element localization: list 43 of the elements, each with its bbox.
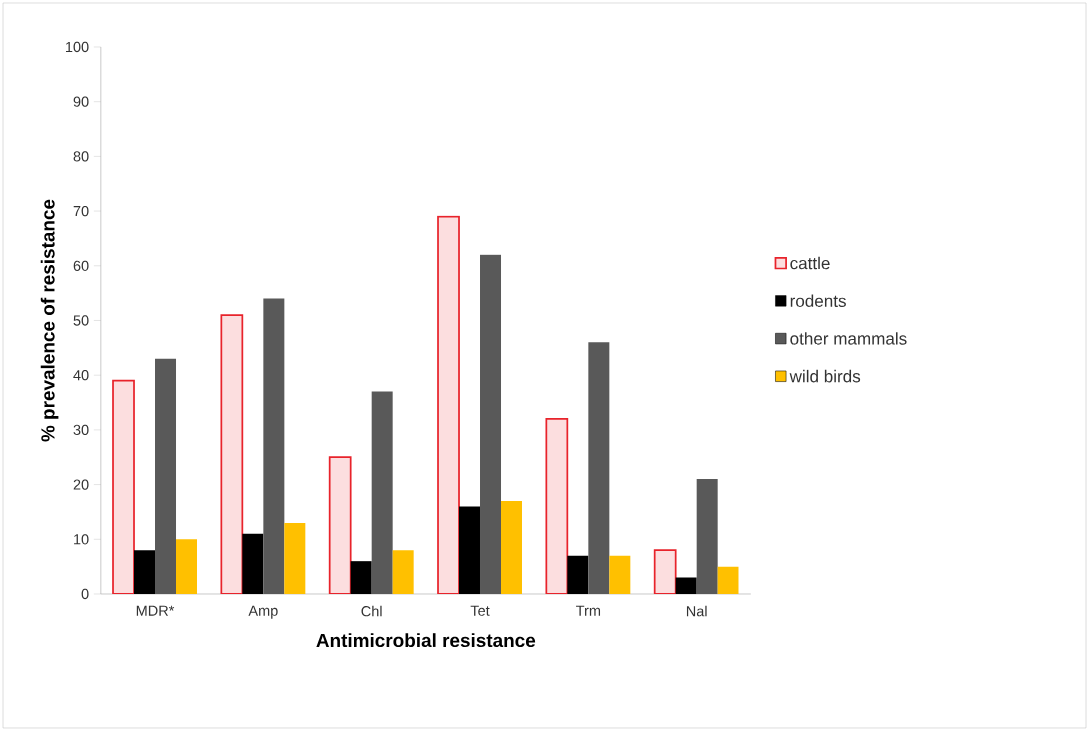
bar [371,391,393,594]
bar [437,215,460,594]
legend-label: other mammals [790,332,907,345]
y-tick-label: 40 [73,370,89,381]
y-tick-label: 10 [74,534,89,545]
y-tick-label: 80 [73,151,89,162]
x-tick-label: Tet [470,605,490,616]
bar [609,555,631,594]
y-tick-label: 30 [73,424,89,436]
bar [696,479,718,594]
x-axis-title: Antimicrobial resistance [316,633,536,648]
y-tick-label: 90 [73,96,89,107]
x-tick-label: Trm [576,605,601,616]
y-axis-title: % prevalence of resistance [40,199,59,442]
y-tick-label: 60 [73,260,89,271]
bar [242,533,264,594]
bar [134,550,155,594]
legend-label: cattle [790,256,830,270]
bar [176,539,197,594]
y-tick-label: 50 [73,315,89,326]
bar [263,298,285,594]
bar [284,522,306,594]
x-tick-label: Chl [361,605,382,617]
y-tick-label: 100 [65,41,89,53]
bar [155,358,177,594]
y-tick-label: 70 [73,205,89,217]
bar [350,561,372,594]
bar [501,501,522,594]
bar [220,314,244,594]
bar [717,566,739,594]
x-tick-label: Nal [686,605,707,617]
y-tick-label: 0 [81,588,89,600]
y-tick-label: 20 [73,479,89,490]
legend-label: rodents [790,294,846,307]
bar [675,577,697,594]
bar [567,555,589,594]
bar [480,254,502,594]
x-tick-label: MDR* [136,605,175,616]
bar [588,342,610,594]
bar [459,506,480,594]
bar [392,550,414,594]
x-tick-label: Amp [248,605,278,619]
legend-label: wild birds [789,369,861,383]
